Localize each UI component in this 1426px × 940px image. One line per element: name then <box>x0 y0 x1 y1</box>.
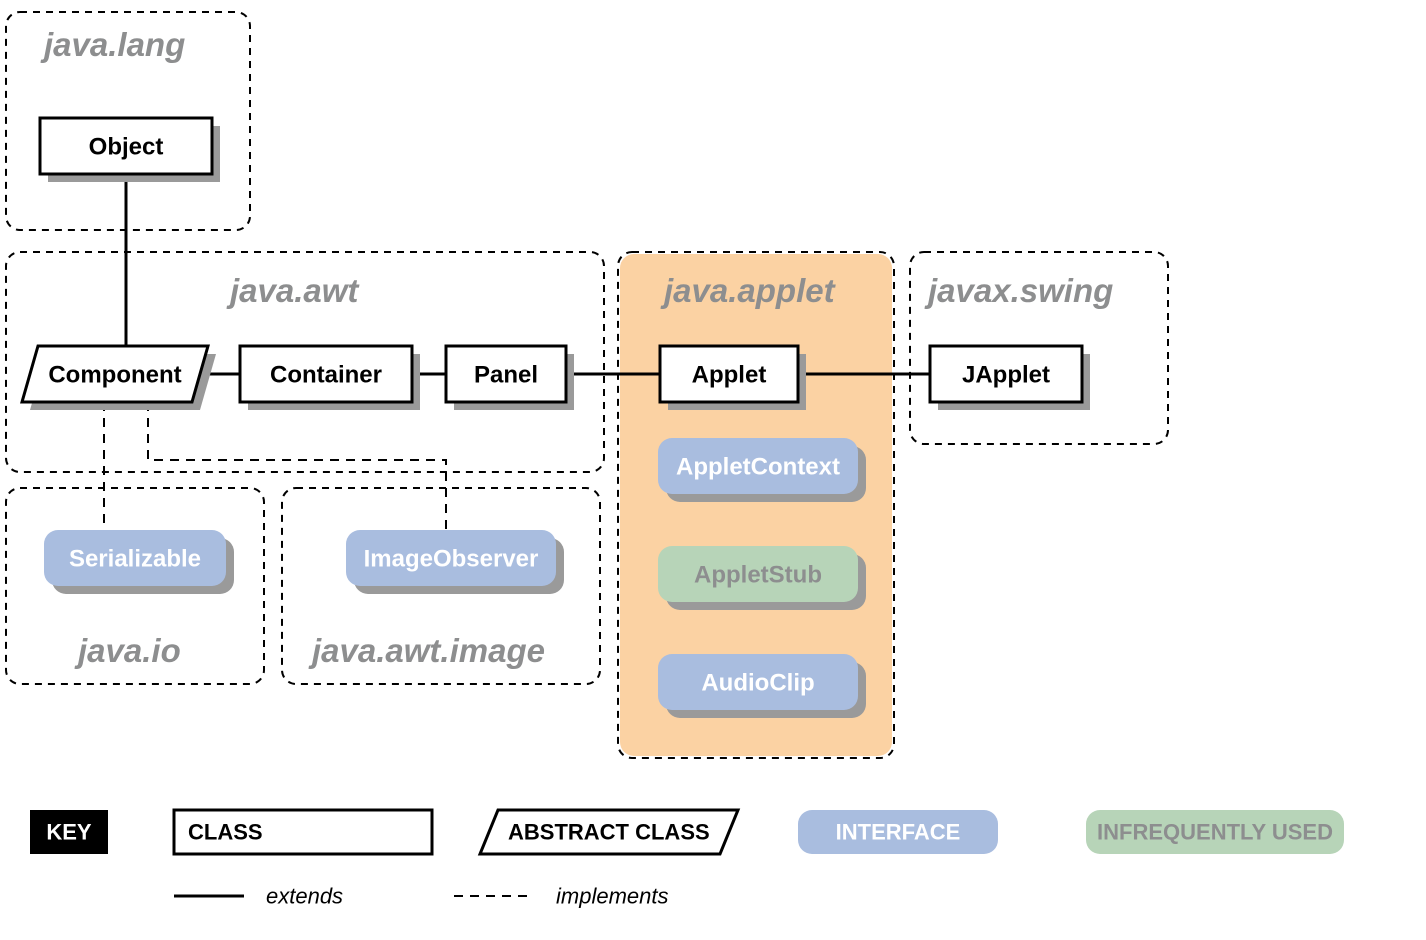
legend-infreq-label: INFREQUENTLY USED <box>1097 820 1333 845</box>
package-label: java.lang <box>40 26 185 63</box>
node-label: Serializable <box>69 545 201 572</box>
package-label: java.applet <box>660 272 837 309</box>
package-label: java.io <box>74 632 181 669</box>
legend: KEY CLASS ABSTRACT CLASS INTERFACE INFREQUEN… <box>30 810 1344 909</box>
node-label: AudioClip <box>701 669 814 696</box>
legend-interface-label: INTERFACE <box>836 820 961 845</box>
package-label: javax.swing <box>924 272 1113 309</box>
node-object: Object <box>40 118 220 182</box>
node-audioclip: AudioClip <box>658 654 866 718</box>
node-label: ImageObserver <box>364 545 539 572</box>
node-component: Component <box>22 346 216 410</box>
node-label: Container <box>270 361 382 388</box>
diagram-canvas: java.lang java.awt java.io java.awt.image ja… <box>0 0 1426 940</box>
node-label: AppletStub <box>694 561 822 588</box>
node-label: Panel <box>474 361 538 388</box>
legend-class-label: CLASS <box>188 820 263 845</box>
node-panel: Panel <box>446 346 574 410</box>
node-label: JApplet <box>962 361 1050 388</box>
node-appletstub: AppletStub <box>658 546 866 610</box>
legend-key-label: KEY <box>46 820 92 845</box>
node-label: Applet <box>692 361 767 388</box>
node-applet: Applet <box>660 346 806 410</box>
node-japplet: JApplet <box>930 346 1090 410</box>
node-label: AppletContext <box>676 453 840 480</box>
package-label: java.awt <box>226 272 360 309</box>
legend-abstract-label: ABSTRACT CLASS <box>508 820 710 845</box>
node-label: Object <box>89 133 164 160</box>
legend-extends-label: extends <box>266 884 343 909</box>
legend-implements-label: implements <box>556 884 668 909</box>
edge-component-imageobserver <box>148 402 446 530</box>
node-appletcontext: AppletContext <box>658 438 866 502</box>
package-label: java.awt.image <box>308 632 545 669</box>
node-serializable: Serializable <box>44 530 234 594</box>
node-label: Component <box>48 361 181 388</box>
node-container: Container <box>240 346 420 410</box>
node-imageobserver: ImageObserver <box>346 530 564 594</box>
